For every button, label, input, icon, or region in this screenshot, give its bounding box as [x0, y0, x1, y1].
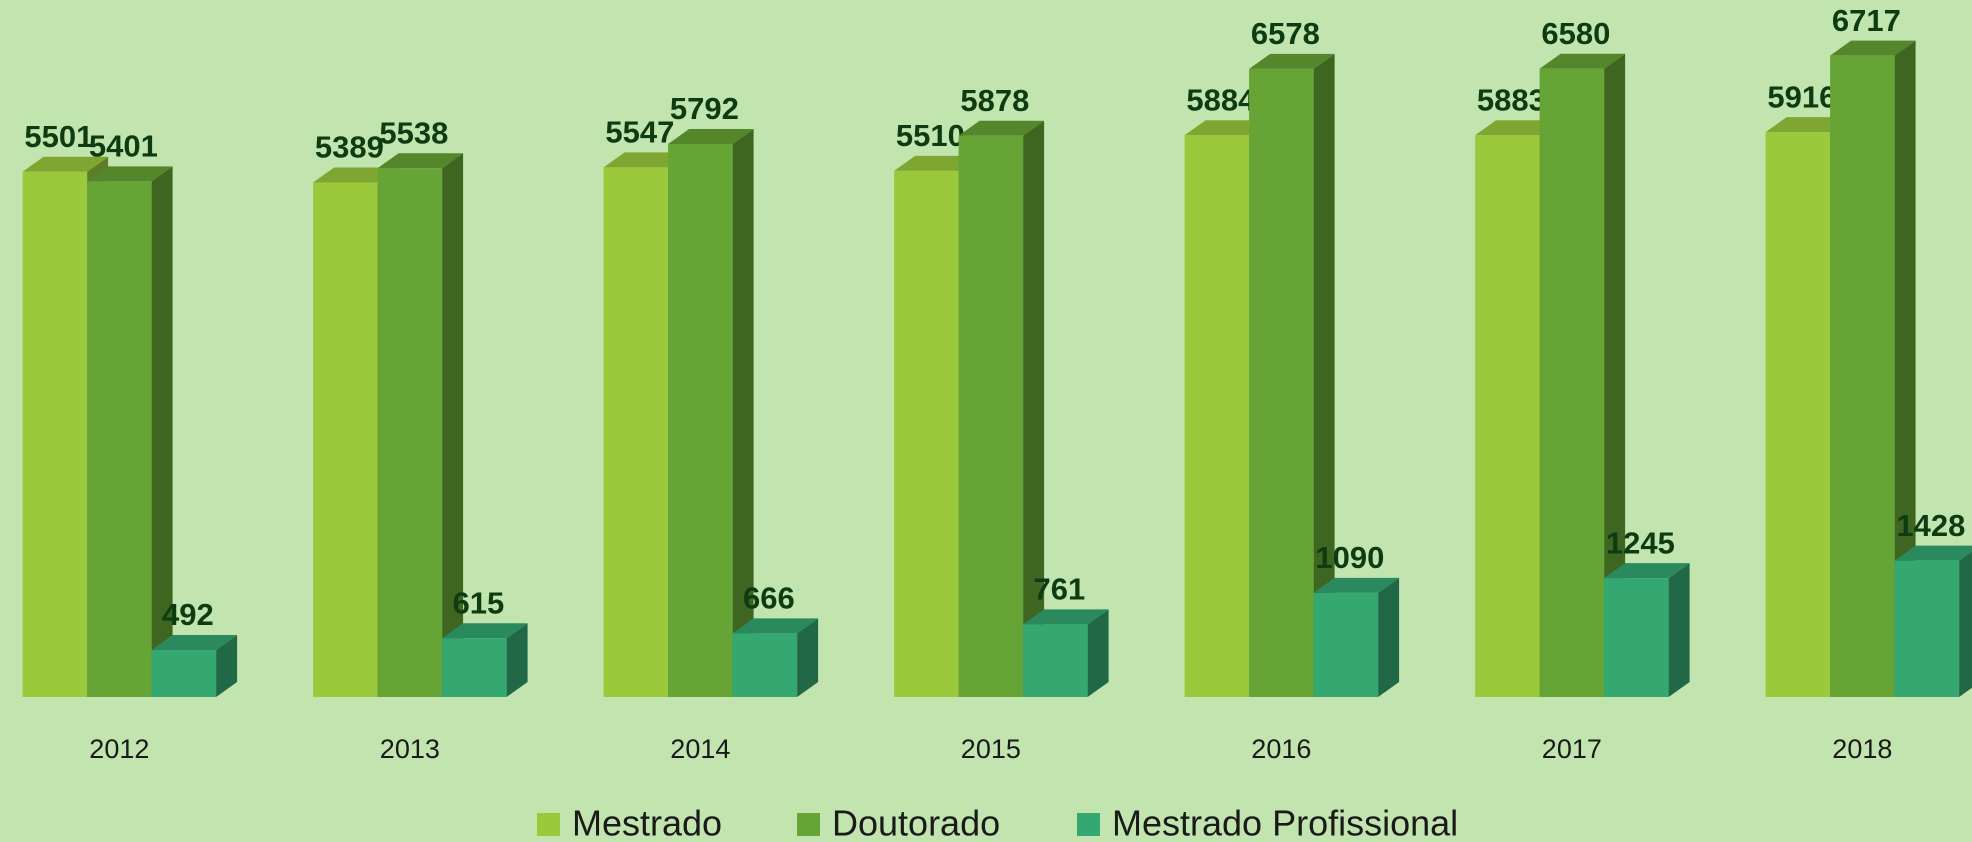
legend-swatch: [537, 813, 560, 836]
bar-top: [1830, 40, 1916, 56]
bar-top: [958, 120, 1045, 136]
bar-top: [1313, 577, 1400, 593]
bar-top: [1249, 53, 1335, 69]
value-label: 761: [1033, 572, 1085, 607]
value-label: 1428: [1896, 508, 1965, 543]
bar: [1184, 135, 1250, 697]
x-tick-label: 2014: [670, 734, 730, 764]
bar-side: [1378, 577, 1400, 697]
x-tick-label: 2012: [89, 734, 149, 764]
bar-side: [1313, 53, 1335, 698]
bar: [1830, 55, 1895, 697]
bar-top: [603, 152, 690, 168]
bar-top: [442, 623, 528, 639]
bar: [1539, 68, 1605, 697]
value-label: 5389: [315, 130, 384, 165]
bar-side: [1023, 120, 1045, 697]
bar: [894, 170, 959, 698]
bar-side: [506, 623, 528, 697]
value-label: 666: [743, 581, 795, 616]
bar-side: [1959, 551, 1972, 697]
value-label: 5916: [1767, 79, 1836, 114]
value-label: 6717: [1832, 3, 1901, 38]
legend-swatch: [797, 813, 820, 836]
bar: [958, 135, 1024, 697]
bar-top: [1023, 609, 1109, 625]
legend-label: Doutorado: [832, 803, 1000, 842]
value-label: 5547: [605, 115, 674, 150]
value-label: 5510: [896, 118, 965, 153]
value-label: 5401: [89, 129, 158, 164]
value-label: 5538: [379, 115, 448, 150]
x-tick-label: 2016: [1251, 734, 1311, 764]
bar: [313, 182, 378, 697]
bar-top: [1894, 545, 1972, 561]
value-label: 5878: [960, 83, 1029, 118]
bar-side: [442, 153, 464, 697]
bar-side: [1894, 40, 1916, 697]
value-label: 5792: [670, 91, 739, 126]
bar-top: [22, 156, 109, 172]
value-label: 6578: [1251, 16, 1320, 51]
bar-top: [151, 635, 238, 651]
value-label: 6580: [1541, 16, 1610, 51]
bar-top: [894, 155, 980, 171]
x-tick-label: 2013: [380, 734, 440, 764]
x-tick-label: 2018: [1832, 734, 1892, 764]
bar: [1313, 592, 1379, 697]
bar-side: [797, 618, 819, 697]
value-label: 5884: [1186, 82, 1256, 117]
bar: [22, 171, 88, 698]
bar: [87, 181, 152, 697]
bar-side: [151, 166, 173, 697]
bar-top: [313, 167, 399, 183]
value-label: 492: [162, 597, 214, 632]
bar: [1023, 624, 1088, 697]
bar-side: [1668, 563, 1690, 697]
bar-top: [1539, 53, 1626, 69]
bar: [603, 167, 669, 697]
legend-label: Mestrado: [572, 803, 722, 842]
bar-top: [668, 128, 754, 144]
value-label: 1245: [1606, 525, 1675, 560]
legend-label: Mestrado Profissional: [1112, 803, 1458, 842]
bar-top: [377, 153, 464, 169]
bar: [668, 143, 733, 697]
bar-top: [1184, 120, 1271, 136]
bar-side: [1087, 609, 1109, 697]
bar: [1249, 68, 1314, 698]
value-label: 5501: [24, 119, 93, 154]
bar: [1894, 560, 1960, 697]
bar: [732, 633, 798, 697]
value-label: 615: [452, 585, 504, 620]
bar-side: [732, 128, 754, 697]
bar: [442, 638, 507, 697]
bar: [1604, 578, 1669, 697]
x-tick-label: 2015: [961, 734, 1021, 764]
bar-side: [1604, 53, 1626, 698]
bar: [1765, 132, 1831, 697]
bar-top: [1475, 120, 1561, 136]
bar-top: [1604, 563, 1690, 579]
bar: [151, 650, 217, 697]
bar: [377, 168, 443, 697]
bar-side: [216, 635, 238, 697]
x-tick-label: 2017: [1542, 734, 1602, 764]
bar: [1475, 135, 1540, 698]
value-label: 1090: [1315, 540, 1384, 575]
value-label: 5883: [1477, 82, 1546, 117]
bar-top: [87, 166, 173, 182]
legend-swatch: [1077, 813, 1100, 836]
bar-top: [1765, 117, 1852, 133]
bar-top: [732, 618, 819, 634]
